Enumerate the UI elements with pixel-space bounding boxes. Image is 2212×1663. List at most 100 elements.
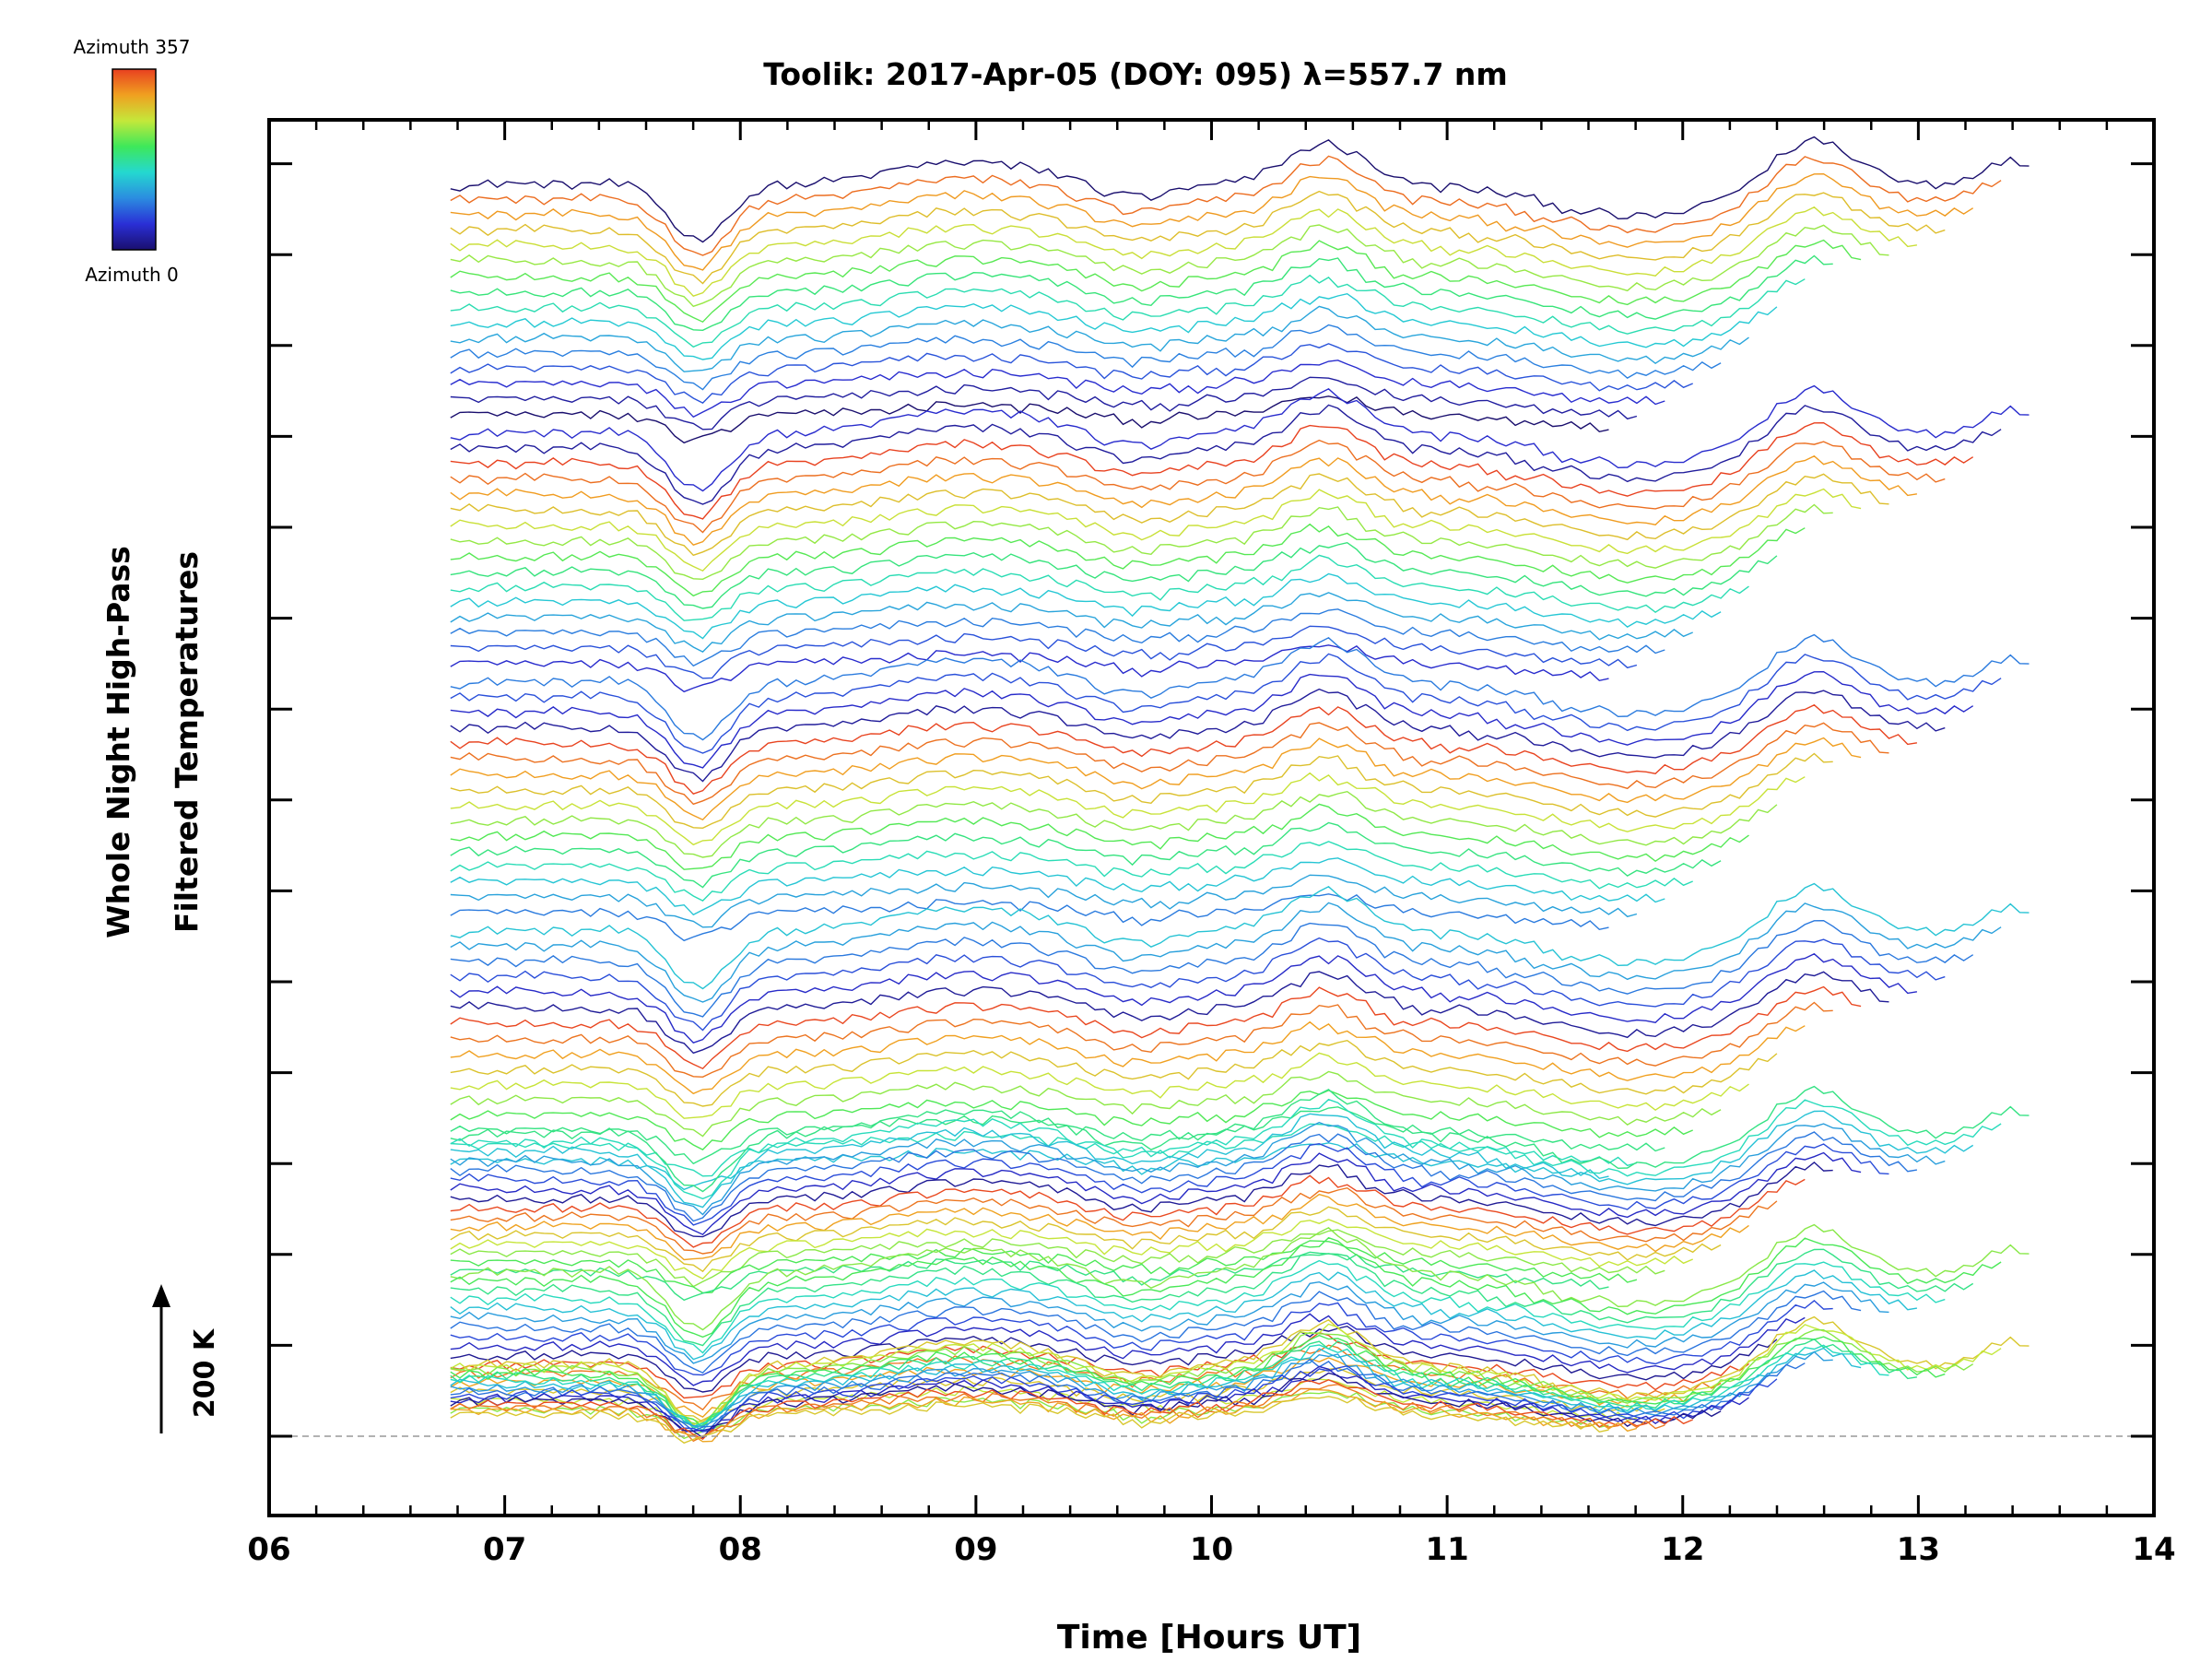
- azimuth-series-line: [450, 454, 1918, 547]
- azimuth-series-line: [450, 1142, 1609, 1191]
- azimuth-series-line: [450, 1313, 1806, 1386]
- azimuth-series-line: [450, 608, 1665, 667]
- azimuth-series-line: [450, 882, 2030, 990]
- azimuth-series-line: [450, 893, 1609, 942]
- azimuth-series-line: [450, 633, 2030, 741]
- chart-title: Toolik: 2017-Apr-05 (DOY: 095) λ=557.7 n…: [763, 56, 1508, 92]
- azimuth-series-line: [450, 703, 1918, 796]
- y-axis-label-line1: Whole Night High-Pass: [100, 546, 136, 938]
- azimuth-series-line: [450, 1325, 1778, 1393]
- azimuth-series-line: [450, 874, 1638, 928]
- azimuth-series-line: [450, 1248, 1974, 1347]
- azimuth-series-line: [450, 503, 1833, 581]
- azimuth-series-line: [450, 1085, 2030, 1193]
- colorbar-top-label: Azimuth 357: [74, 36, 191, 58]
- azimuth-series-line: [450, 772, 1806, 846]
- azimuth-series-line: [450, 305, 1749, 372]
- azimuth-series-line: [450, 1299, 1833, 1376]
- azimuth-series-line: [450, 1290, 1862, 1374]
- azimuth-series-line: [450, 488, 1862, 572]
- azimuth-series-line: [450, 985, 1862, 1070]
- azimuth-series-line: [450, 1106, 1665, 1165]
- azimuth-series-line: [450, 239, 1862, 324]
- x-tick-label: 06: [247, 1531, 290, 1568]
- azimuth-series-line: [450, 1338, 1918, 1430]
- azimuth-series-line: [450, 274, 1806, 348]
- azimuth-series-line: [450, 1344, 1722, 1411]
- azimuth-series-line: [450, 206, 1918, 298]
- azimuth-series-line: [450, 592, 1693, 653]
- azimuth-series-line: [450, 1364, 1778, 1433]
- azimuth-series-line: [450, 155, 2002, 256]
- azimuth-series-line: [450, 1384, 1665, 1443]
- azimuth-series-line: [450, 172, 1974, 271]
- azimuth-series-line: [450, 292, 1778, 360]
- azimuth-series-line: [450, 360, 1665, 419]
- y-axis-label-line2: Filtered Temperatures: [169, 551, 205, 933]
- azimuth-series-line: [450, 190, 1946, 285]
- scale-bar-arrow-icon: [152, 1284, 171, 1307]
- scale-bar: 200 K: [152, 1284, 221, 1433]
- azimuth-series-line: [450, 1396, 1609, 1445]
- x-axis-ticks: 06 07 08 09 10 11 12 13 14: [247, 120, 2176, 1568]
- x-tick-label: 14: [2132, 1531, 2175, 1568]
- colorbar: [112, 68, 157, 251]
- azimuth-series-line: [450, 1121, 1946, 1216]
- azimuth-series-line: [450, 1070, 1722, 1138]
- azimuth-series-line: [450, 1229, 1665, 1288]
- azimuth-series-line: [450, 919, 1974, 1018]
- azimuth-series-line: [450, 1039, 1778, 1107]
- x-axis-label: Time [Hours UT]: [1057, 1619, 1361, 1657]
- azimuth-series-line: [450, 653, 2002, 754]
- azimuth-series-line: [450, 1052, 1749, 1119]
- azimuth-series-line: [450, 841, 1693, 902]
- azimuth-series-line: [450, 1186, 1778, 1255]
- azimuth-series-line: [450, 625, 1638, 679]
- azimuth-series-line: [450, 902, 2002, 1003]
- x-tick-label: 13: [1897, 1531, 1940, 1568]
- azimuth-series-line: [450, 384, 2030, 492]
- azimuth-series-line: [450, 1098, 2002, 1200]
- azimuth-series-line: [450, 439, 1946, 534]
- azimuth-series-line: [450, 857, 1665, 916]
- azimuth-series-line: [450, 803, 1749, 870]
- azimuth-series-line: [450, 971, 1889, 1055]
- azimuth-series-line: [450, 254, 1833, 332]
- azimuth-series-line: [450, 752, 1833, 830]
- azimuth-series-line: [450, 790, 1778, 858]
- azimuth-series-line: [450, 1131, 1918, 1222]
- azimuth-series-line: [450, 1020, 1806, 1095]
- x-tick-label: 10: [1190, 1531, 1233, 1568]
- azimuth-series-line: [450, 821, 1722, 889]
- azimuth-series-line: [450, 572, 1722, 640]
- azimuth-series-line: [450, 1174, 1806, 1248]
- azimuth-series-line: [450, 224, 1889, 308]
- azimuth-series-line: [450, 1193, 1749, 1261]
- azimuth-series-line: [450, 1001, 1833, 1079]
- azimuth-series-line: [450, 324, 1722, 391]
- y-axis-ticks: [269, 162, 2154, 1438]
- azimuth-series-line: [450, 421, 1974, 520]
- scale-bar-label: 200 K: [189, 1327, 221, 1418]
- azimuth-series-line: [450, 1259, 1946, 1354]
- x-tick-label: 09: [954, 1531, 997, 1568]
- plot-frame: [267, 118, 2156, 1517]
- azimuth-series-line: [450, 1367, 1665, 1426]
- azimuth-series-line: [450, 1110, 1974, 1209]
- x-tick-label: 11: [1425, 1531, 1468, 1568]
- azimuth-series-line: [450, 541, 1778, 609]
- azimuth-series-line: [450, 1161, 1833, 1238]
- azimuth-series-line: [450, 1328, 1974, 1427]
- azimuth-series-line: [450, 937, 1946, 1032]
- azimuth-series-line: [450, 1269, 1918, 1361]
- azimuth-series-line: [450, 136, 2030, 243]
- azimuth-series-line: [450, 1151, 1862, 1236]
- azimuth-series-line: [450, 523, 1806, 597]
- azimuth-series-line: [450, 343, 1693, 404]
- x-tick-label: 08: [719, 1531, 762, 1568]
- azimuth-series-line: [450, 1236, 2002, 1339]
- azimuth-series-line: [450, 1142, 1889, 1226]
- azimuth-series-line: [450, 554, 1749, 621]
